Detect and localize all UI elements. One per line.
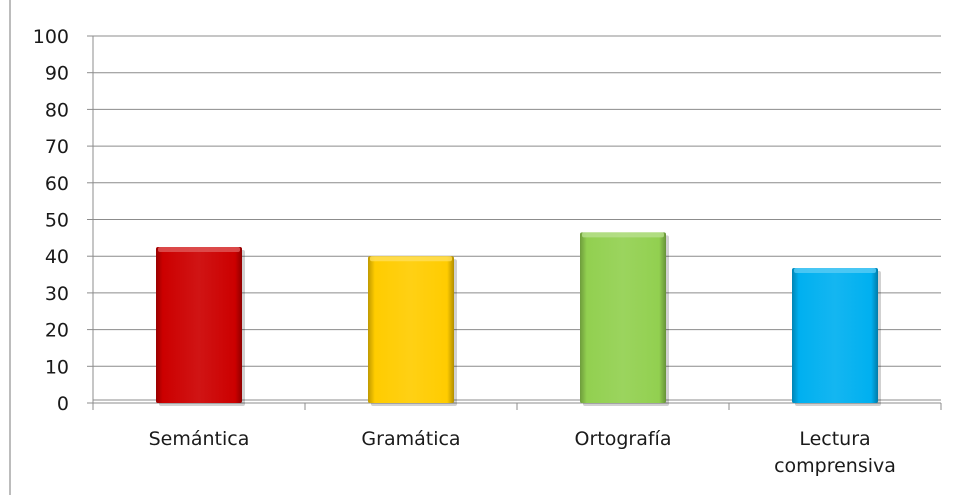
y-tick-labels: 0 10 20 30 40 50 60 70 80 90 100 [33, 26, 69, 415]
bar-top-highlight [370, 256, 452, 262]
y-tick-label: 20 [45, 320, 69, 342]
y-tick-label: 80 [45, 99, 69, 121]
y-tick-label: 90 [45, 63, 69, 85]
bar-1 [156, 247, 242, 403]
y-tick-label: 100 [33, 26, 69, 48]
y-tick-label: 60 [45, 173, 69, 195]
y-tick-label: 70 [45, 136, 69, 158]
x-tick-labels: Semántica Gramática Ortografía Lectura compr… [149, 428, 896, 477]
y-tick-label: 30 [45, 283, 69, 305]
x-tick-label: Ortografía [575, 428, 672, 450]
bar-2 [368, 256, 454, 403]
bar-top-highlight [158, 247, 240, 253]
bar-4 [792, 267, 878, 403]
y-tick-label: 10 [45, 356, 69, 378]
y-tick-label: 40 [45, 246, 69, 268]
x-tick-label: Gramática [361, 428, 460, 450]
bars [156, 232, 881, 406]
bar-top-highlight [794, 267, 876, 273]
x-tick-label: Lectura comprensiva [774, 428, 896, 477]
x-tick-label: Semántica [149, 428, 250, 450]
y-tick-label: 50 [45, 210, 69, 232]
bar-3 [580, 232, 666, 403]
bar-top-highlight [582, 232, 664, 238]
y-tick-label: 0 [57, 393, 69, 415]
